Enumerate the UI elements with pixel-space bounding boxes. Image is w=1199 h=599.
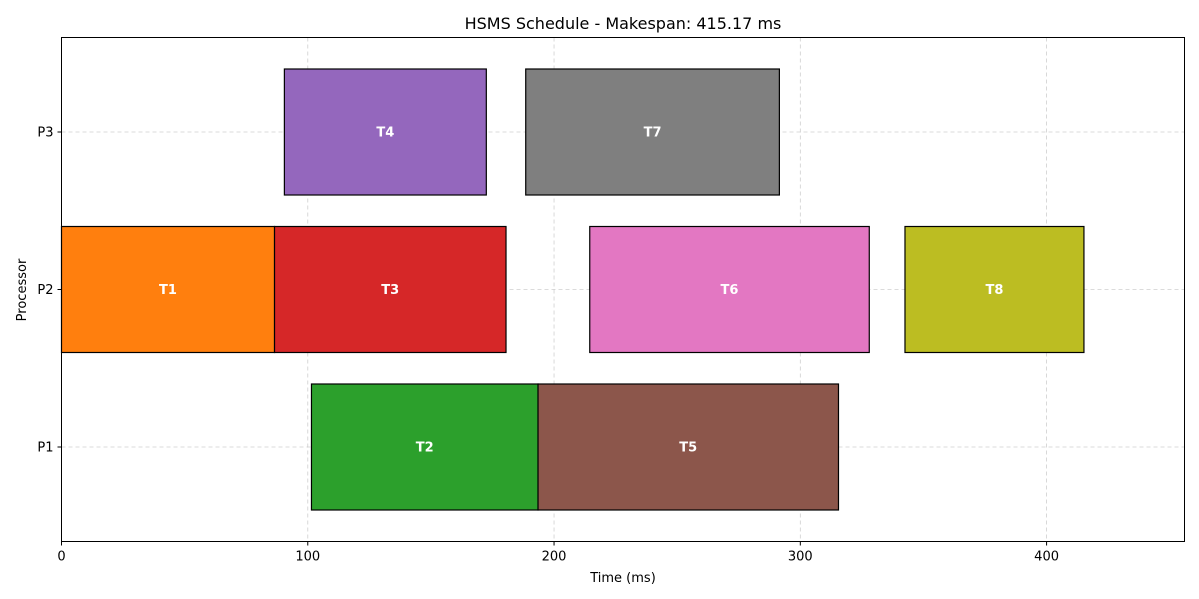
task-bar-t8: T8: [904, 225, 1085, 354]
task-rect: [537, 383, 840, 511]
task-bar-t3: T3: [273, 225, 507, 354]
task-label: T3: [381, 283, 399, 298]
task-label: T1: [159, 283, 177, 298]
task-bar-t1: T1: [60, 225, 276, 354]
task-label: T5: [679, 441, 697, 456]
task-rect: [525, 68, 780, 196]
x-tick-label: 0: [57, 550, 65, 565]
task-label: T8: [986, 283, 1004, 298]
x-axis-label: Time (ms): [589, 571, 656, 586]
task-bar-t2: T2: [310, 383, 539, 511]
task-bar-t6: T6: [589, 225, 870, 354]
task-rect: [273, 225, 507, 354]
x-tick-label: 400: [1034, 550, 1059, 565]
task-rect: [60, 225, 276, 354]
task-bars: T1 T2 T3 T4 T5 T6 T7 T8: [60, 68, 1085, 511]
task-bar-t5: T5: [537, 383, 840, 511]
task-rect: [589, 225, 870, 354]
task-label: T2: [416, 441, 434, 456]
x-tick-label: 200: [542, 550, 567, 565]
y-tick-label: P3: [37, 126, 53, 141]
task-label: T6: [721, 283, 739, 298]
y-axis-label: Processor: [15, 258, 30, 321]
task-bar-t4: T4: [283, 68, 487, 196]
y-tick-label: P2: [37, 283, 53, 298]
chart-title: HSMS Schedule - Makespan: 415.17 ms: [465, 14, 782, 33]
task-rect: [283, 68, 487, 196]
x-tick-label: 100: [295, 550, 320, 565]
x-tick-label: 300: [788, 550, 813, 565]
task-rect: [310, 383, 539, 511]
y-axis-ticks: P1 P2 P3: [37, 126, 62, 456]
task-bar-t7: T7: [525, 68, 780, 196]
task-label: T4: [376, 126, 394, 141]
y-tick-label: P1: [37, 441, 53, 456]
task-label: T7: [644, 126, 662, 141]
x-axis-ticks: 0 100 200 300 400: [57, 541, 1059, 565]
task-rect: [904, 225, 1085, 354]
